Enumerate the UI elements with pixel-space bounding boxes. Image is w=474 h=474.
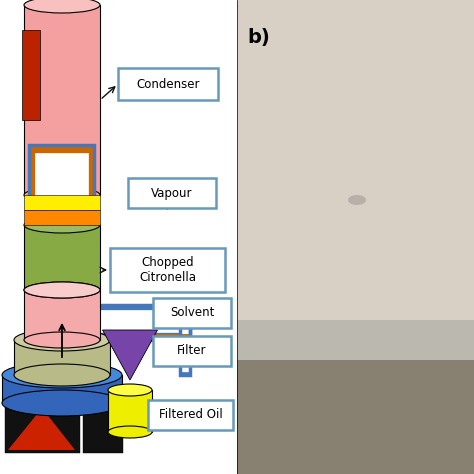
Text: Solvent: Solvent [170,307,214,319]
Ellipse shape [108,426,152,438]
Ellipse shape [108,384,152,396]
FancyBboxPatch shape [148,400,233,430]
Bar [50,335,190,341]
Bar [2,375,122,403]
Text: Condenser: Condenser [136,78,200,91]
Bar [14,340,110,375]
Bar [180,305,190,375]
Bar [237,350,474,474]
Bar [55,310,185,332]
Ellipse shape [14,329,110,351]
Bar [50,305,190,340]
Bar [237,0,474,350]
Ellipse shape [24,217,100,233]
Text: Vapour: Vapour [151,186,193,200]
Bar [29,145,94,235]
Bar [24,225,100,290]
Bar [83,405,123,453]
Bar [5,405,80,453]
Text: Filtered Oil: Filtered Oil [159,409,222,421]
Ellipse shape [2,362,122,388]
Ellipse shape [14,364,110,386]
Text: b): b) [247,28,270,47]
Bar [24,195,100,210]
Ellipse shape [24,332,100,348]
Bar [108,390,152,432]
Bar [24,5,100,195]
Bar [50,334,190,341]
Ellipse shape [24,0,100,13]
FancyBboxPatch shape [118,68,218,100]
Bar [237,320,474,360]
Bar [35,153,88,227]
Bar [237,345,474,360]
FancyBboxPatch shape [128,178,216,208]
Text: Filter: Filter [177,345,207,357]
Bar [29,145,94,235]
Bar [22,30,40,120]
Ellipse shape [24,187,100,203]
Bar [24,210,100,225]
Ellipse shape [2,390,122,416]
Bar [182,307,188,371]
FancyBboxPatch shape [153,298,231,328]
Ellipse shape [24,282,100,298]
Text: Chopped
Citronella: Chopped Citronella [139,256,196,284]
Ellipse shape [348,195,366,205]
FancyBboxPatch shape [153,336,231,366]
Bar [180,305,190,375]
Bar [50,305,190,340]
Polygon shape [8,408,75,450]
Polygon shape [102,330,157,380]
FancyBboxPatch shape [110,248,225,292]
Ellipse shape [24,282,100,298]
Bar [24,290,100,340]
